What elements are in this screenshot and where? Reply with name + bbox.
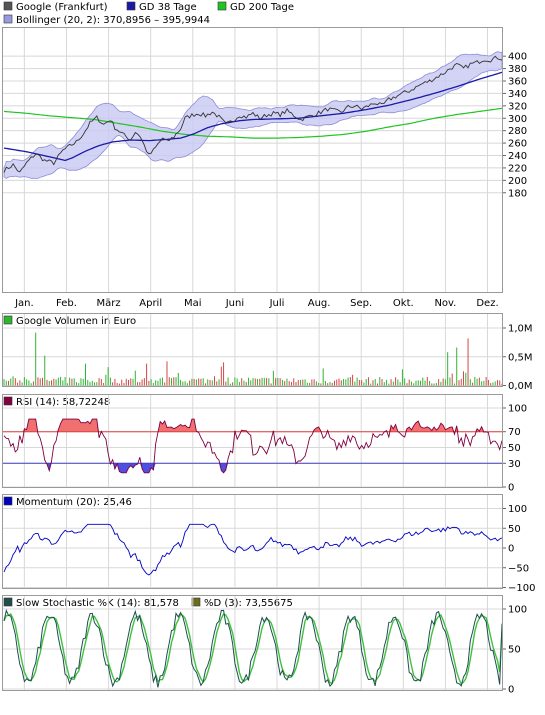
gd38-legend-label: GD 38 Tage [139,2,197,13]
gd200-line [3,107,503,139]
rsi-panel-title: RSI (14): 58,72248 [16,397,110,408]
price-tick-label: 360 [508,77,527,88]
volume-legend-icon [3,315,13,325]
volume-tick-label: 1,0M [508,324,533,335]
momentum-tick-label: −100 [508,583,535,594]
bollinger-legend-icon [3,14,13,24]
volume-panel-frame [2,313,503,387]
stochastic-tick-label: 100 [508,605,527,616]
month-label: Aug. [308,298,331,309]
momentum-tick-label: 50 [508,524,521,535]
price-tick-label: 260 [508,139,527,150]
month-label: Sep. [350,298,372,309]
stochastic-k-title: Slow Stochastic %K (14): 81,578 [16,598,179,609]
gd38-line [3,71,503,162]
rsi-tick-label: 70 [508,427,521,438]
price-tick-label: 200 [508,176,527,187]
month-label: Nov. [434,298,456,309]
rsi-panel-frame [2,394,503,488]
rsi-tick-label: 50 [508,443,521,454]
month-label: Jan. [14,298,34,309]
rsi-legend-icon [3,396,13,406]
stochastic-tick-label: 50 [508,645,521,656]
momentum-panel-frame [2,494,503,589]
momentum-tick-label: 100 [508,504,527,515]
month-label: Feb. [56,298,77,309]
momentum-panel-title: Momentum (20): 25,46 [16,497,132,508]
price-tick-label: 340 [508,89,527,100]
price-tick-label: 400 [508,52,527,63]
rsi-tick-label: 30 [508,459,521,470]
stochastic-panel-frame [2,595,503,691]
month-label: April [139,298,162,309]
rsi-line [3,418,503,474]
momentum-line [3,523,503,576]
price-panel-frame [2,27,503,293]
bollinger-band-area [3,51,503,179]
volume-tick-label: 0,0M [508,381,533,392]
month-label: Okt. [393,298,414,309]
month-label: März [97,298,121,309]
rsi-tick-label: 100 [508,404,527,415]
rsi-overbought-area [4,419,502,432]
momentum-tick-label: 0 [508,544,514,555]
price-tick-label: 240 [508,151,527,162]
stochastic-k-legend-icon [3,597,13,607]
price-tick-label: 180 [508,188,527,199]
stochastic-tick-label: 0 [508,685,514,696]
price-tick-label: 380 [508,64,527,75]
month-label: Juni [225,298,244,309]
price-legend-icon [3,1,13,11]
gd38-legend-icon [126,1,136,11]
rsi-tick-label: 0 [508,483,514,494]
volume-tick-label: 0,5M [508,352,533,363]
month-label: Dez. [476,298,498,309]
price-tick-label: 280 [508,126,527,137]
price-tick-label: 220 [508,163,527,174]
month-label: Mai [184,298,202,309]
price-tick-label: 300 [508,114,527,125]
momentum-legend-icon [3,496,13,506]
gd200-legend-icon [217,1,227,11]
stochastic-k-line [3,608,503,688]
gd200-legend-label: GD 200 Tage [230,2,294,13]
momentum-tick-label: −50 [508,563,529,574]
price-line [3,55,503,173]
bollinger-legend-label: Bollinger (20, 2): 370,8956 – 395,9944 [16,15,210,26]
stochastic-d-legend-icon [191,597,201,607]
month-label: Juli [269,298,285,309]
stochastic-d-title: %D (3): 73,55675 [204,598,293,609]
price-legend-label: Google (Frankfurt) [16,2,108,13]
volume-panel-title: Google Volumen in Euro [16,316,136,327]
rsi-oversold-area [4,463,502,473]
price-tick-label: 320 [508,101,527,112]
